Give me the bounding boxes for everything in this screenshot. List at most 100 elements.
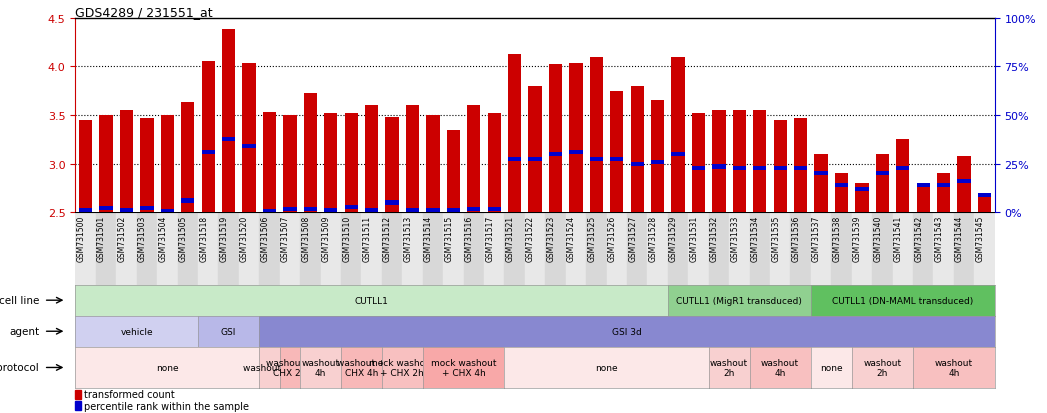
Text: GSM731541: GSM731541 (894, 215, 903, 261)
Bar (892, 213, 913, 285)
Text: GSM731526: GSM731526 (607, 215, 617, 261)
Bar (753, 111, 766, 213)
Bar (565, 213, 586, 285)
Bar (99, 116, 113, 213)
Bar (589, 57, 603, 213)
Text: CUTLL1: CUTLL1 (355, 296, 388, 305)
Text: GSM731528: GSM731528 (648, 215, 658, 261)
Bar (365, 209, 378, 213)
Bar (896, 167, 910, 171)
Bar (875, 154, 889, 213)
Bar (937, 174, 951, 213)
Bar (467, 208, 481, 212)
Text: GSM731513: GSM731513 (403, 215, 413, 261)
Bar (341, 213, 361, 285)
Bar (385, 201, 399, 205)
Bar (733, 167, 745, 171)
Bar (753, 167, 766, 171)
Bar (651, 160, 664, 164)
Bar (96, 213, 116, 285)
Bar (325, 114, 337, 213)
Bar (484, 213, 505, 285)
Text: GSM731536: GSM731536 (792, 215, 801, 261)
Bar (610, 91, 623, 213)
Bar (794, 119, 807, 213)
Bar (304, 208, 317, 212)
Bar (79, 121, 92, 213)
Bar (181, 103, 195, 213)
Bar (651, 101, 664, 213)
Text: GSI: GSI (221, 327, 237, 336)
Bar (712, 111, 726, 213)
Bar (770, 213, 790, 285)
Text: none: none (820, 363, 843, 372)
Bar (140, 119, 154, 213)
Text: percentile rank within the sample: percentile rank within the sample (84, 401, 249, 411)
Bar (692, 114, 705, 213)
Text: mock washout
+ CHX 2h: mock washout + CHX 2h (370, 358, 435, 377)
Text: GSM731520: GSM731520 (240, 215, 249, 261)
Bar (222, 138, 236, 142)
Bar (627, 213, 647, 285)
Bar (525, 213, 545, 285)
Bar (382, 213, 402, 285)
Text: washout
4h: washout 4h (761, 358, 799, 377)
Text: GSM731518: GSM731518 (199, 215, 208, 261)
Bar (280, 213, 300, 285)
Text: GSM731531: GSM731531 (689, 215, 698, 261)
Text: cell line: cell line (0, 295, 39, 306)
Bar (606, 213, 627, 285)
Text: GSM731504: GSM731504 (158, 215, 168, 261)
Bar (692, 167, 705, 171)
Bar (750, 213, 770, 285)
Bar (79, 209, 92, 213)
Bar (630, 87, 644, 213)
Bar (263, 113, 276, 213)
Bar (119, 111, 133, 213)
Bar (831, 213, 851, 285)
Bar (260, 213, 280, 285)
Bar (815, 172, 827, 176)
Bar (974, 213, 995, 285)
Bar (406, 106, 419, 213)
Text: GSM731505: GSM731505 (179, 215, 187, 261)
Bar (201, 150, 215, 154)
Bar (284, 208, 296, 212)
Text: agent: agent (9, 326, 39, 337)
Text: GSM731525: GSM731525 (587, 215, 597, 261)
Bar (916, 183, 930, 213)
Text: washout +
CHX 4h: washout + CHX 4h (337, 358, 385, 377)
Bar (774, 167, 786, 171)
Bar (99, 207, 113, 211)
Text: transformed count: transformed count (84, 389, 175, 399)
Bar (443, 213, 464, 285)
Text: GSM731514: GSM731514 (424, 215, 432, 261)
Bar (75, 390, 81, 399)
Text: GSM731501: GSM731501 (97, 215, 106, 261)
Text: GSM731512: GSM731512 (383, 215, 392, 261)
Text: GSM731509: GSM731509 (321, 215, 331, 261)
Text: washout
4h: washout 4h (935, 358, 973, 377)
Bar (508, 157, 521, 161)
Bar (978, 193, 992, 213)
Text: GSM731534: GSM731534 (751, 215, 760, 261)
Bar (385, 118, 399, 213)
Bar (119, 209, 133, 213)
Bar (344, 114, 358, 213)
Bar (957, 157, 971, 213)
Bar (957, 180, 971, 184)
Text: GSM731508: GSM731508 (302, 215, 310, 261)
Text: GSM731519: GSM731519 (220, 215, 228, 261)
Bar (75, 401, 81, 410)
Text: washout 2h: washout 2h (243, 363, 295, 372)
Text: washout
2h: washout 2h (863, 358, 901, 377)
Text: GSM731544: GSM731544 (955, 215, 964, 261)
Bar (709, 213, 729, 285)
Bar (464, 213, 484, 285)
Bar (222, 30, 236, 213)
Bar (810, 213, 831, 285)
Bar (219, 213, 239, 285)
Text: GSM731507: GSM731507 (281, 215, 290, 261)
Bar (630, 162, 644, 166)
Text: GSM731540: GSM731540 (873, 215, 883, 261)
